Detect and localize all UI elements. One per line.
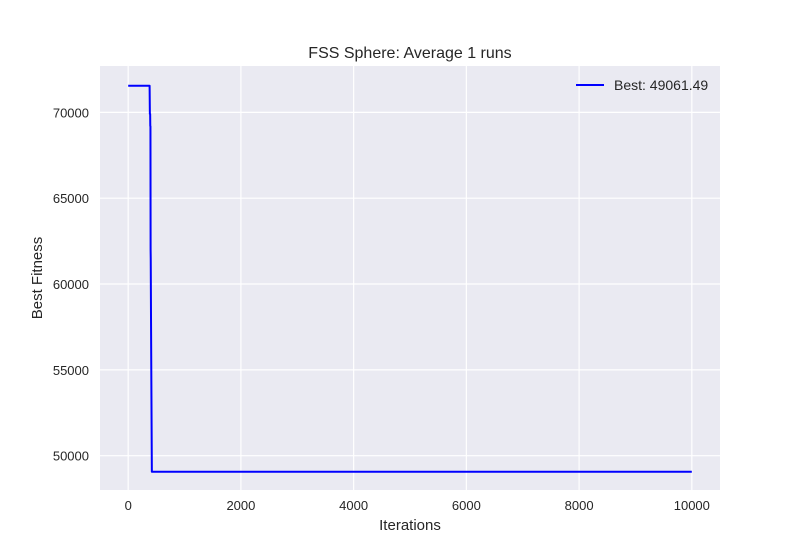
- x-tick-label: 6000: [452, 498, 481, 513]
- x-tick-label: 2000: [226, 498, 255, 513]
- chart-title: FSS Sphere: Average 1 runs: [308, 45, 511, 62]
- legend: Best: 49061.49: [576, 77, 708, 93]
- y-tick-label: 70000: [53, 105, 89, 120]
- y-tick-label: 60000: [53, 277, 89, 292]
- grid-lines: [100, 66, 720, 490]
- x-tick-label: 10000: [674, 498, 710, 513]
- y-tick-label: 50000: [53, 449, 89, 464]
- y-tick-label: 65000: [53, 191, 89, 206]
- legend-label: Best: 49061.49: [614, 77, 708, 93]
- y-axis-label: Best Fitness: [29, 237, 46, 320]
- x-axis-label: Iterations: [379, 517, 441, 534]
- plot-background: [100, 66, 720, 490]
- series-layer: [128, 84, 692, 473]
- x-tick-label: 8000: [565, 498, 594, 513]
- series-line: [128, 84, 692, 473]
- x-tick-labels: 0 2000 4000 6000 8000 10000: [125, 498, 710, 513]
- y-tick-label: 55000: [53, 363, 89, 378]
- x-tick-label: 0: [125, 498, 132, 513]
- y-tick-labels: 50000 55000 60000 65000 70000: [53, 105, 89, 463]
- x-tick-label: 4000: [339, 498, 368, 513]
